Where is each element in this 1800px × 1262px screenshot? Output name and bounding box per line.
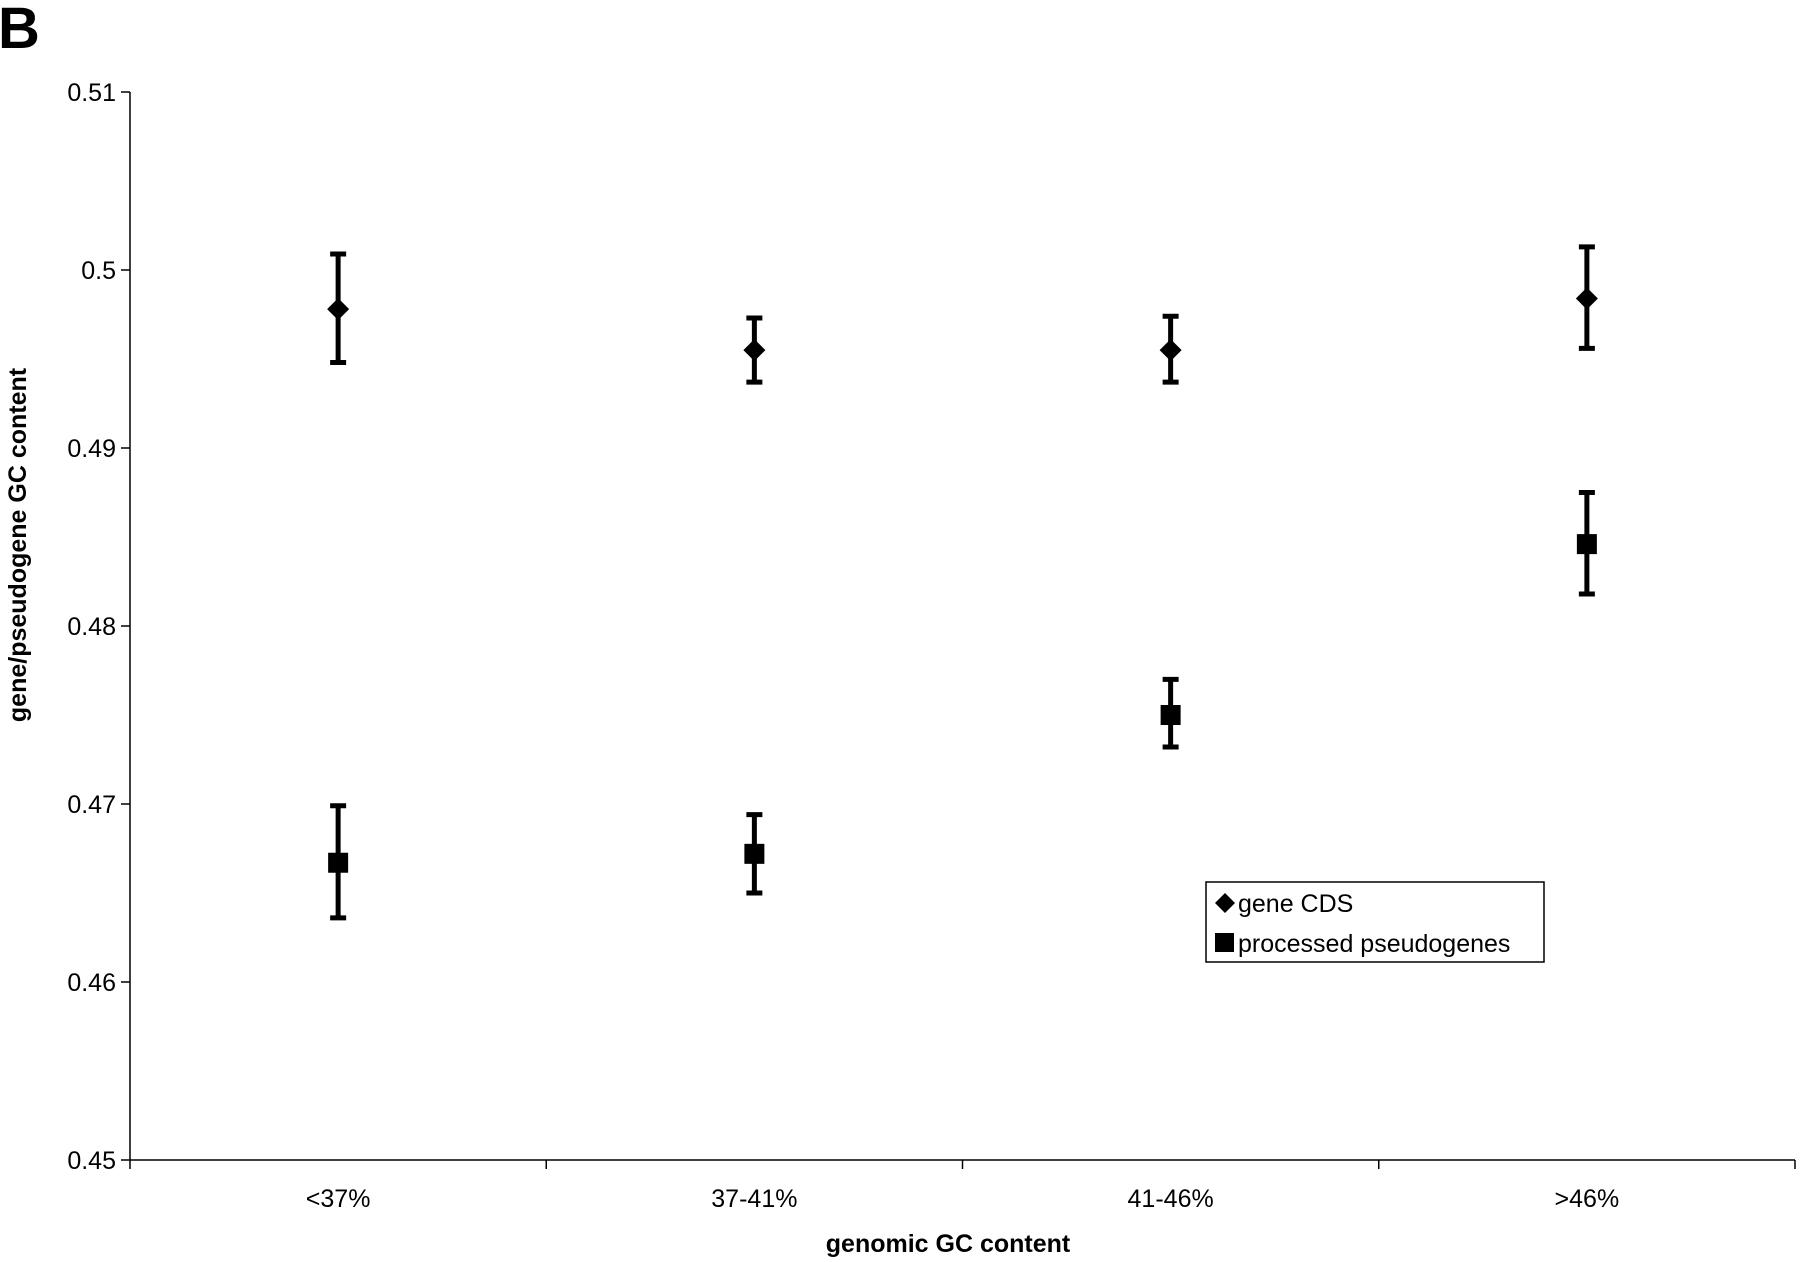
- data-point-diamond: [743, 339, 766, 362]
- data-point-diamond: [1159, 339, 1182, 362]
- data-point-square: [1160, 705, 1181, 725]
- data-point-diamond: [327, 298, 350, 321]
- x-tick-label: 37-41%: [711, 1185, 797, 1213]
- y-axis-title: gene/pseudogene GC content: [4, 367, 32, 722]
- y-tick-label: 0.49: [67, 435, 116, 463]
- legend-label-processed-pseudogenes: processed pseudogenes: [1238, 930, 1510, 958]
- data-point-square: [328, 852, 349, 873]
- x-tick-label: 41-46%: [1128, 1185, 1214, 1213]
- y-tick-label: 0.46: [67, 969, 116, 997]
- x-ticks: <37% 37-41% 41-46% >46%: [129, 1160, 1796, 1213]
- legend-diamond-icon: [1215, 893, 1235, 913]
- legend-label-gene-cds: gene CDS: [1238, 890, 1353, 918]
- y-tick-label: 0.51: [67, 79, 116, 107]
- legend-square-icon: [1215, 933, 1234, 952]
- y-tick-label: 0.45: [67, 1147, 116, 1175]
- axes: [129, 92, 1795, 1161]
- data-point-square: [1576, 534, 1597, 555]
- data-marks: [327, 244, 1598, 921]
- y-tick-label: 0.5: [81, 257, 116, 285]
- x-tick-label: <37%: [306, 1185, 371, 1213]
- legend: gene CDS processed pseudogenes: [1205, 881, 1545, 963]
- series-gene-cds: [327, 244, 1598, 385]
- y-tick-label: 0.47: [67, 791, 116, 819]
- data-point-diamond: [1575, 287, 1598, 310]
- legend-box: [1205, 881, 1545, 963]
- y-ticks: 0.51 0.5 0.49 0.48 0.47 0.46 0.45: [67, 79, 130, 1175]
- x-axis-title: genomic GC content: [826, 1230, 1071, 1258]
- data-point-square: [744, 843, 765, 864]
- panel-label: B: [0, 0, 40, 61]
- x-tick-label: >46%: [1555, 1185, 1620, 1213]
- y-tick-label: 0.48: [67, 613, 116, 641]
- series-processed-pseudogenes: [328, 490, 1597, 921]
